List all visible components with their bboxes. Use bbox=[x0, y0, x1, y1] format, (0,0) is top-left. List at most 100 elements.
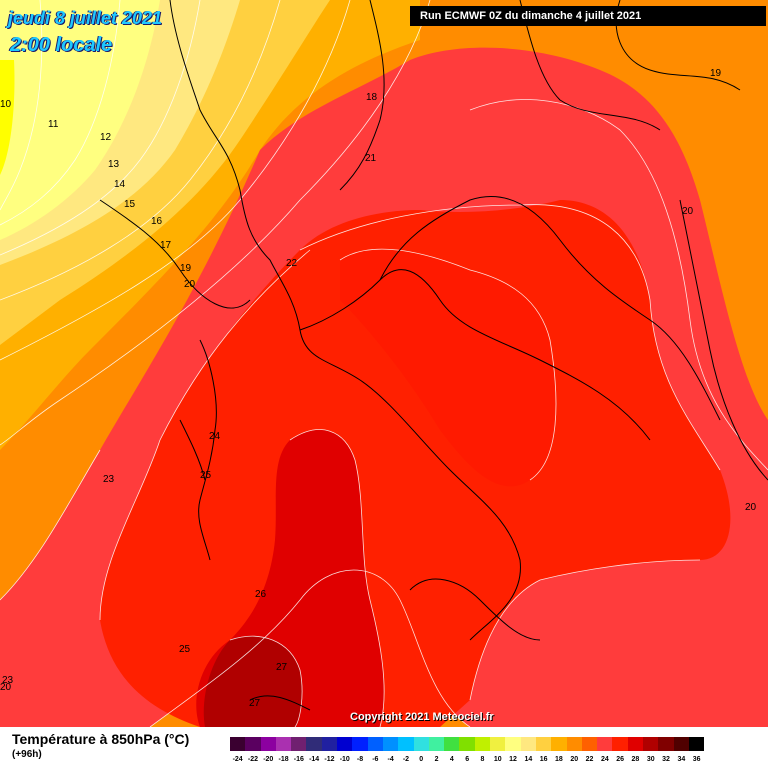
color-scale-label: 30 bbox=[646, 756, 655, 763]
iso-label: 20 bbox=[0, 682, 12, 693]
iso-label: 23 bbox=[103, 474, 115, 485]
color-scale-bar bbox=[230, 737, 705, 751]
color-scale-cell bbox=[581, 737, 598, 751]
color-scale-label: 16 bbox=[539, 756, 548, 763]
color-scale-label: 12 bbox=[509, 756, 517, 763]
temperature-map: 10 11 12 13 14 15 16 17 18 19 19 20 20 2… bbox=[0, 0, 768, 727]
color-scale-cell bbox=[597, 737, 613, 751]
color-scale-label: -4 bbox=[387, 756, 394, 763]
color-scale-label: 28 bbox=[631, 756, 640, 763]
color-scale-cell bbox=[291, 737, 307, 751]
iso-label: 18 bbox=[366, 92, 378, 103]
color-scale-cell bbox=[413, 737, 429, 751]
color-scale-label: -12 bbox=[324, 756, 335, 763]
color-scale-cell bbox=[505, 737, 521, 751]
model-run-info: Run ECMWF 0Z du dimanche 4 juillet 2021 bbox=[410, 6, 766, 26]
iso-label: 20 bbox=[184, 279, 196, 290]
legend-subtitle: (+96h) bbox=[12, 749, 42, 760]
color-scale-label: -2 bbox=[402, 756, 410, 763]
iso-label: 19 bbox=[710, 68, 722, 79]
iso-label: 25 bbox=[179, 644, 191, 655]
isotherm-labels: 10 11 12 13 14 15 16 17 18 19 19 20 20 2… bbox=[0, 68, 757, 709]
color-scale-cell bbox=[688, 737, 705, 751]
iso-label: 27 bbox=[276, 662, 288, 673]
iso-label: 12 bbox=[100, 132, 112, 143]
iso-label: 13 bbox=[108, 159, 120, 170]
map-canvas: 10 11 12 13 14 15 16 17 18 19 19 20 20 2… bbox=[0, 0, 768, 727]
color-scale-cell bbox=[566, 737, 582, 751]
color-scale-cell bbox=[612, 737, 628, 751]
color-scale-label: 24 bbox=[600, 756, 609, 763]
band-28-30 bbox=[203, 636, 303, 727]
color-scale-label: 34 bbox=[677, 756, 686, 763]
color-scale-label: 18 bbox=[555, 756, 563, 763]
color-scale-label: 8 bbox=[480, 756, 485, 763]
iso-label: 19 bbox=[180, 263, 192, 274]
color-scale-cell bbox=[490, 737, 506, 751]
color-scale-label: 36 bbox=[692, 756, 701, 763]
color-scale-label: -22 bbox=[247, 756, 258, 763]
color-scale-cell bbox=[520, 737, 536, 751]
color-scale-cell bbox=[474, 737, 491, 751]
color-scale-label: 22 bbox=[585, 756, 594, 763]
color-scale-label: -10 bbox=[339, 756, 350, 763]
iso-label: 21 bbox=[365, 153, 377, 164]
color-scale-cell bbox=[398, 737, 414, 751]
iso-label: 10 bbox=[0, 99, 12, 110]
color-scale-cell bbox=[352, 737, 368, 751]
color-scale-label: -14 bbox=[309, 756, 320, 763]
forecast-time-title: 2:00 locale bbox=[10, 34, 113, 56]
iso-label: 20 bbox=[745, 502, 757, 513]
legend-title: Température à 850hPa (°C) bbox=[12, 731, 190, 747]
color-scale-label: -16 bbox=[293, 756, 304, 763]
color-scale-cell bbox=[321, 737, 338, 751]
color-scale-cell bbox=[673, 737, 689, 751]
color-scale-cell bbox=[382, 737, 399, 751]
color-scale-cell bbox=[337, 737, 353, 751]
iso-label: 25 bbox=[200, 470, 212, 481]
color-scale-label: -24 bbox=[232, 756, 243, 763]
color-scale-label: 2 bbox=[434, 756, 439, 763]
color-scale-cell bbox=[627, 737, 644, 751]
coastlines bbox=[99, 0, 768, 711]
iso-label: 22 bbox=[286, 258, 298, 269]
color-scale-cell bbox=[230, 737, 246, 751]
color-scale-label: -20 bbox=[263, 756, 274, 763]
color-scale-cell bbox=[306, 737, 322, 751]
color-scale-label: 6 bbox=[465, 756, 470, 763]
forecast-date-title: jeudi 8 juillet 2021 bbox=[8, 8, 163, 28]
band-24-26 bbox=[100, 200, 731, 727]
color-scale-label: 14 bbox=[524, 756, 533, 763]
color-scale-cell bbox=[459, 737, 475, 751]
color-scale-cell bbox=[551, 737, 567, 751]
iso-label: 27 bbox=[249, 698, 261, 709]
color-scale-cell bbox=[643, 737, 659, 751]
color-scale-cell bbox=[245, 737, 261, 751]
iso-label: 14 bbox=[114, 179, 126, 190]
color-scale-label: -18 bbox=[278, 756, 289, 763]
iso-label: 26 bbox=[255, 589, 267, 600]
color-scale-label: -8 bbox=[356, 756, 364, 763]
isotherms bbox=[0, 0, 768, 727]
color-scale-label: -6 bbox=[372, 756, 379, 763]
band-12-14 bbox=[0, 0, 160, 240]
color-scale-cell bbox=[260, 737, 276, 751]
iso-label: 20 bbox=[682, 206, 694, 217]
iso-label: 24 bbox=[209, 431, 221, 442]
copyright-text: Copyright 2021 Meteociel.fr bbox=[350, 711, 494, 723]
iso-label: 15 bbox=[124, 199, 136, 210]
color-scale-labels: -24 -22 -20 -18 -16 -14 -12 -10 -8 -6 -4 -2 0 2 4 6 8 10 1… bbox=[230, 756, 701, 766]
iso-label: 23 bbox=[2, 675, 14, 686]
color-scale-label: 4 bbox=[449, 756, 454, 763]
band-italy-core bbox=[340, 249, 556, 487]
color-scale-label: 20 bbox=[570, 756, 579, 763]
color-scale-cell bbox=[658, 737, 674, 751]
color-scale-label: 26 bbox=[616, 756, 625, 763]
color-scale-label: 10 bbox=[493, 756, 502, 763]
iso-label: 16 bbox=[151, 216, 163, 227]
band-10-12 bbox=[0, 60, 15, 175]
color-scale-cell bbox=[275, 737, 292, 751]
iso-label: 11 bbox=[48, 119, 59, 130]
color-scale-cell bbox=[367, 737, 383, 751]
color-scale-cell bbox=[428, 737, 445, 751]
